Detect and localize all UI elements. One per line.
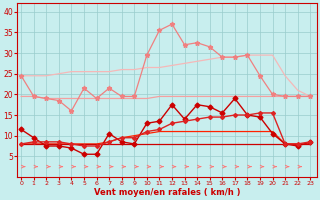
X-axis label: Vent moyen/en rafales ( km/h ): Vent moyen/en rafales ( km/h ) [94, 188, 240, 197]
